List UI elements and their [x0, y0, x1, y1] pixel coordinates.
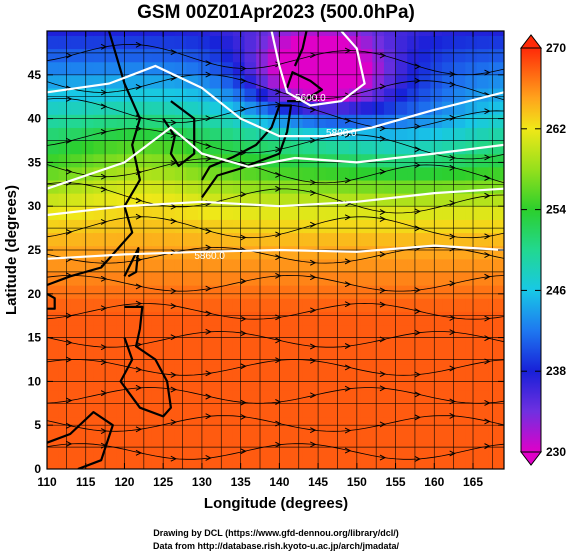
y-axis-label: Latitude (degrees)	[3, 185, 20, 315]
x-tick-label: 155	[386, 475, 406, 489]
colorbar-label: 230	[546, 445, 566, 459]
colorbar-min-arrow	[519, 451, 543, 466]
y-tick-label: 10	[28, 374, 42, 388]
y-tick-label: 45	[28, 68, 42, 82]
y-tick-label: 40	[28, 112, 42, 126]
colorbar-label: 238	[546, 364, 566, 378]
x-axis-label: Longitude (degrees)	[204, 495, 348, 512]
contour-label: 5600.0	[295, 93, 326, 104]
plot-area: 5800.0 5600.0 5860.0	[47, 31, 504, 469]
contour-label: 5860.0	[194, 251, 225, 262]
x-tick-label: 145	[308, 475, 328, 489]
credit-drawing: Drawing by DCL (https://www.gfd-dennou.o…	[153, 528, 399, 538]
x-tick-label: 130	[192, 475, 212, 489]
x-tick-label: 115	[76, 475, 96, 489]
colorbar-label: 246	[546, 283, 566, 297]
x-tick-label: 150	[347, 475, 367, 489]
colorbar: 270 262 254 246 238 230	[519, 34, 566, 466]
grid-lines	[47, 31, 504, 469]
credit-data: Data from http://database.rish.kyoto-u.a…	[153, 541, 400, 551]
y-tick-label: 25	[28, 243, 42, 257]
y-tick-label: 5	[34, 418, 41, 432]
y-tick-label: 20	[28, 287, 42, 301]
x-tick-label: 120	[114, 475, 134, 489]
height-contours: 5800.0 5600.0 5860.0	[47, 31, 504, 262]
chart-title: GSM 00Z01Apr2023 (500.0hPa)	[137, 2, 415, 23]
streamlines	[47, 41, 504, 462]
contour-label: 5800.0	[326, 128, 357, 139]
y-axis-ticks: 0 5 10 15 20 25 30 35 40 45	[28, 68, 504, 476]
y-tick-label: 15	[28, 331, 42, 345]
x-tick-label: 160	[424, 475, 444, 489]
x-tick-label: 140	[269, 475, 289, 489]
y-tick-label: 0	[34, 462, 41, 476]
x-tick-label: 165	[463, 475, 483, 489]
colorbar-label: 254	[546, 203, 566, 217]
y-tick-label: 30	[28, 199, 42, 213]
colorbar-label: 262	[546, 122, 566, 136]
colorbar-bar	[520, 47, 542, 453]
x-tick-label: 125	[153, 475, 173, 489]
x-tick-label: 135	[231, 475, 251, 489]
colorbar-label: 270	[546, 41, 566, 55]
colorbar-labels: 270 262 254 246 238 230	[521, 41, 566, 459]
colorbar-max-arrow	[519, 34, 543, 49]
y-tick-label: 35	[28, 155, 42, 169]
x-tick-label: 110	[37, 475, 57, 489]
x-axis-ticks: 110 115 120 125 130 135 140 145 150 155 160 165	[37, 31, 483, 489]
